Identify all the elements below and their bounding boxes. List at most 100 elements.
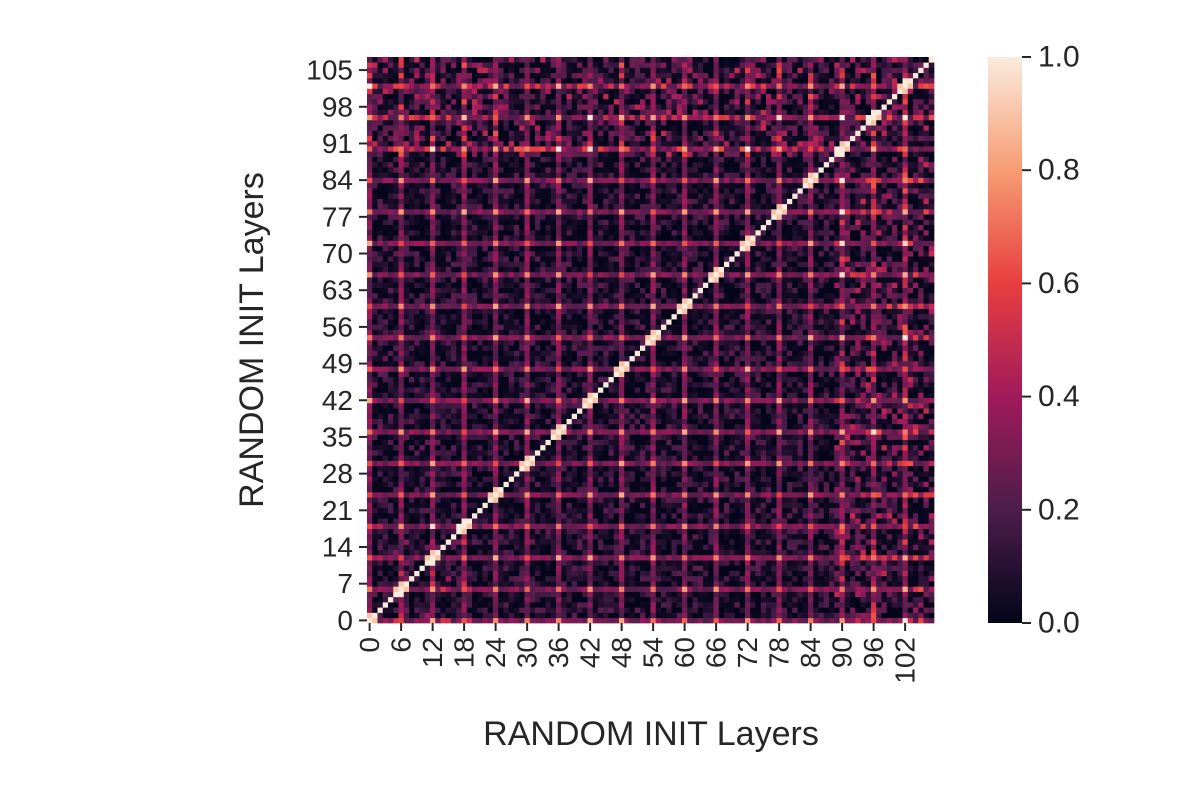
heatmap-cell [619,465,625,472]
heatmap-cell [451,586,457,592]
heatmap-cell [388,423,394,430]
heatmap-cell [482,565,489,571]
heatmap-cell [766,423,772,430]
heatmap-cell [655,455,662,461]
heatmap-cell [587,586,594,592]
heatmap-cell [466,376,473,383]
heatmap-cell [566,617,573,624]
heatmap-cell [608,518,615,524]
heatmap-cell [540,602,546,608]
heatmap-cell [545,554,552,561]
heatmap-cell [871,418,877,425]
heatmap-cell [671,560,678,566]
heatmap-cell [571,465,578,472]
heatmap-cell [771,581,777,587]
heatmap-cell [493,549,499,556]
heatmap-cell [787,444,793,451]
heatmap-cell [414,581,420,587]
heatmap-cell [393,549,399,556]
heatmap-cell [435,444,441,451]
heatmap-cell [850,471,856,477]
heatmap-cell [666,481,672,488]
heatmap-cell [571,596,578,603]
heatmap-cell [661,602,667,608]
heatmap-cell [823,429,830,435]
heatmap-cell [472,423,478,430]
heatmap-cell [766,617,772,624]
heatmap-cell [661,481,667,488]
heatmap-cell [692,565,699,571]
heatmap-cell [850,408,856,414]
heatmap-cell [493,523,499,530]
heatmap-cell [414,560,420,566]
heatmap-cell [650,539,657,545]
heatmap-cell [424,570,431,577]
heatmap-cell [897,486,903,493]
heatmap-cell [634,533,641,540]
heatmap-cell [676,392,683,398]
heatmap-cell [550,397,557,404]
heatmap-cell [640,502,646,509]
heatmap-cell [802,523,809,530]
heatmap-cell [456,465,462,472]
heatmap-cell [797,554,804,561]
heatmap-cell [750,570,756,577]
heatmap-cell [451,581,457,587]
heatmap-cell [844,502,851,509]
heatmap-cell [566,602,573,608]
heatmap-cell [829,586,835,592]
heatmap-cell [865,491,872,498]
heatmap-cell [771,392,777,398]
heatmap-cell [823,602,830,608]
heatmap-cell [808,591,814,598]
heatmap-cell [535,387,541,393]
heatmap-cell [377,481,384,488]
heatmap-cell [755,549,762,556]
heatmap-cell [808,560,814,566]
heatmap-cell [388,444,394,451]
heatmap-cell [718,586,725,592]
heatmap-cell [907,460,914,467]
heatmap-cell [430,507,436,514]
heatmap-cell [414,512,420,519]
heatmap-cell [367,376,373,383]
heatmap-cell [855,560,861,566]
heatmap-cell [466,413,473,419]
heatmap-cell [734,565,741,571]
heatmap-cell [713,554,720,561]
heatmap-cell [577,539,583,545]
heatmap-cell [440,565,447,571]
heatmap-cell [382,507,389,514]
heatmap-cell [750,402,756,409]
heatmap-cell [603,602,609,608]
heatmap-cell [461,549,468,556]
heatmap-cell [855,455,861,461]
heatmap-cell [419,481,426,488]
heatmap-cell [508,544,515,550]
heatmap-cell [477,612,483,619]
heatmap-cell [629,528,636,535]
heatmap-cell [655,565,662,571]
heatmap-cell [493,512,499,519]
heatmap-cell [829,413,835,419]
heatmap-cell [608,450,615,456]
heatmap-cell [792,596,798,603]
heatmap-cell [697,549,704,556]
heatmap-cell [514,387,520,393]
heatmap-cell [918,544,924,550]
heatmap-cell [892,602,898,608]
heatmap-cell [414,460,420,467]
heatmap-cell [493,408,499,414]
heatmap-cell [414,612,420,619]
heatmap-cell [834,381,840,388]
heatmap-cell [393,528,399,535]
heatmap-cell [629,570,636,577]
heatmap-cell [871,591,877,598]
heatmap-cell [393,444,399,451]
heatmap-cell [493,387,499,393]
heatmap-cell [918,596,924,603]
heatmap-cell [781,607,788,613]
heatmap-cell [724,602,730,608]
heatmap-cell [750,418,756,425]
heatmap-cell [886,481,893,488]
